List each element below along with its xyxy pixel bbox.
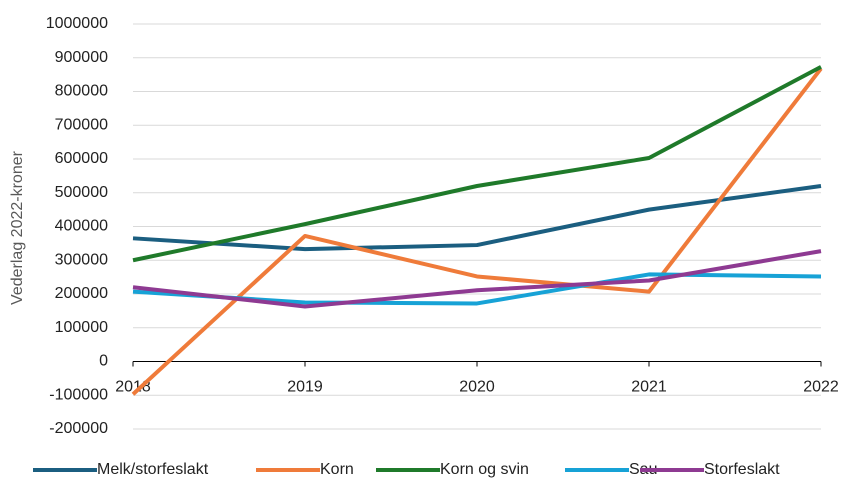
series-line <box>132 184 822 252</box>
y-tick-label: -100000 <box>49 386 108 403</box>
y-tick-label: -200000 <box>49 420 108 437</box>
legend-label: Korn <box>320 461 354 478</box>
y-tick-label: 300000 <box>55 251 108 268</box>
y-tick-label: 100000 <box>55 319 108 336</box>
y-tick-label: 0 <box>99 353 108 370</box>
series-line <box>132 65 822 263</box>
y-tick-label: 900000 <box>55 49 108 66</box>
y-tick-label: 700000 <box>55 116 108 133</box>
y-tick-label: 500000 <box>55 184 108 201</box>
x-tick-label: 2018 <box>115 379 151 396</box>
y-tick-label: 600000 <box>55 150 108 167</box>
series-line <box>131 67 823 396</box>
x-tick-label: 2022 <box>803 379 839 396</box>
y-tick-label: 800000 <box>55 83 108 100</box>
legend-label: Korn og svin <box>440 461 529 478</box>
series-line <box>132 249 822 309</box>
legend-label: Melk/storfeslakt <box>97 461 209 478</box>
y-tick-label: 200000 <box>55 285 108 302</box>
x-tick-label: 2021 <box>631 379 667 396</box>
legend-label: Storfeslakt <box>704 461 780 478</box>
y-tick-label: 1000000 <box>46 15 108 32</box>
y-axis-label: Vederlag 2022-kroner <box>9 150 26 305</box>
x-tick-label: 2020 <box>459 379 495 396</box>
y-tick-label: 400000 <box>55 218 108 235</box>
x-tick-label: 2019 <box>287 379 323 396</box>
